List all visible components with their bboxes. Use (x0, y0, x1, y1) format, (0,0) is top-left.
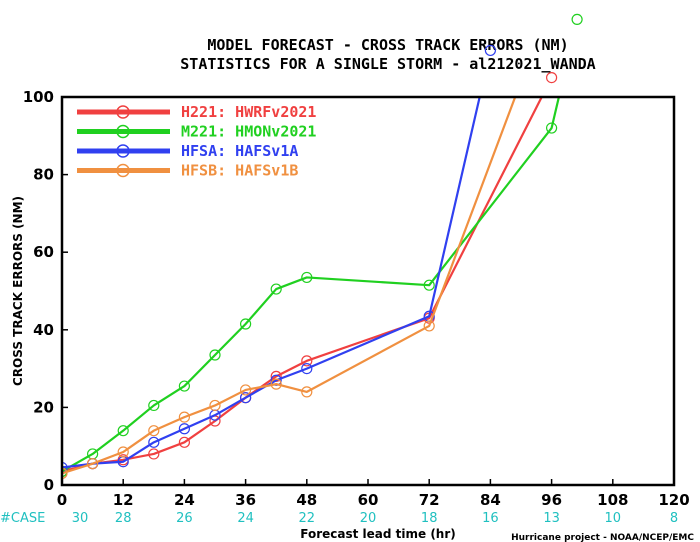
case-count: 22 (299, 511, 316, 526)
x-tick-label: 0 (57, 491, 67, 509)
case-count: 16 (482, 511, 499, 526)
legend-swatch-marker (116, 144, 130, 158)
x-tick-label: 120 (658, 491, 689, 509)
data-point (178, 380, 190, 392)
series-3 (62, 97, 517, 479)
series-line (62, 97, 481, 469)
legend-entry: HFSB: HAFSv1B (181, 162, 298, 180)
legend-entry: HFSA: HAFSv1A (181, 142, 298, 160)
data-point (209, 399, 221, 412)
data-point (423, 279, 435, 291)
x-axis-label: Forecast lead time (hr) (300, 527, 456, 541)
x-tick-label: 108 (597, 491, 628, 509)
x-tick-label: 96 (541, 491, 562, 509)
data-point (484, 44, 496, 57)
case-count: 28 (115, 511, 132, 526)
data-point (240, 318, 252, 330)
x-tick-label: 72 (419, 491, 440, 509)
y-tick-label: 100 (23, 88, 54, 106)
data-point (178, 436, 190, 448)
data-point (571, 13, 583, 25)
case-count: 13 (543, 511, 560, 526)
chart-title-line1: MODEL FORECAST - CROSS TRACK ERRORS (NM) (207, 36, 568, 54)
case-count: 24 (237, 511, 254, 526)
y-tick-label: 40 (33, 321, 54, 339)
data-point (240, 392, 252, 404)
x-tick-label: 24 (174, 491, 195, 509)
y-tick-label: 20 (33, 398, 54, 416)
legend-entry: M221: HMONv2021 (181, 123, 316, 141)
series-line (62, 97, 561, 473)
data-point (270, 283, 282, 295)
chart-title-line2: STATISTICS FOR A SINGLE STORM - al212021… (180, 55, 595, 73)
footer-credit: Hurricane project - NOAA/NCEP/EMC (511, 533, 694, 542)
y-tick-label: 60 (33, 243, 54, 261)
data-point (301, 271, 313, 284)
case-count: 10 (605, 511, 622, 526)
x-tick-label: 36 (235, 491, 256, 509)
case-count: 18 (421, 511, 438, 526)
data-point (148, 436, 160, 448)
y-tick-label: 0 (44, 476, 54, 494)
series-1 (62, 97, 561, 478)
data-point (148, 399, 160, 412)
case-count: 20 (360, 511, 377, 526)
series-line (62, 97, 543, 473)
x-tick-label: 12 (113, 491, 134, 509)
data-point (270, 378, 282, 390)
data-point (301, 386, 313, 398)
data-point (148, 425, 160, 437)
data-point (117, 446, 129, 458)
legend-swatch-marker (116, 105, 130, 119)
x-tick-label: 60 (358, 491, 379, 509)
legend-entry: H221: HWRFv2021 (181, 103, 316, 121)
data-point (117, 425, 129, 437)
data-point (301, 363, 313, 375)
legend-swatch-marker (116, 124, 130, 139)
data-point (545, 71, 558, 84)
data-point (62, 467, 68, 479)
data-point (301, 355, 313, 367)
data-point (62, 461, 68, 474)
data-point (423, 320, 435, 332)
data-point (178, 423, 190, 435)
y-axis-label: CROSS TRACK ERRORS (NM) (11, 196, 25, 386)
data-point (86, 458, 99, 470)
case-count: 26 (176, 511, 193, 526)
series-line (62, 97, 517, 475)
y-tick-label: 80 (33, 166, 54, 184)
data-point (148, 448, 160, 460)
x-tick-label: 48 (296, 491, 317, 509)
x-tick-label: 84 (480, 491, 501, 509)
plot-frame (60, 95, 676, 487)
case-label: #CASE (0, 511, 45, 526)
data-point (178, 411, 190, 423)
case-count: 30 (72, 511, 89, 526)
legend-swatch-marker (116, 163, 130, 178)
data-point (240, 384, 252, 396)
case-count: 8 (670, 511, 678, 526)
data-point (545, 122, 558, 134)
data-point (209, 349, 221, 361)
